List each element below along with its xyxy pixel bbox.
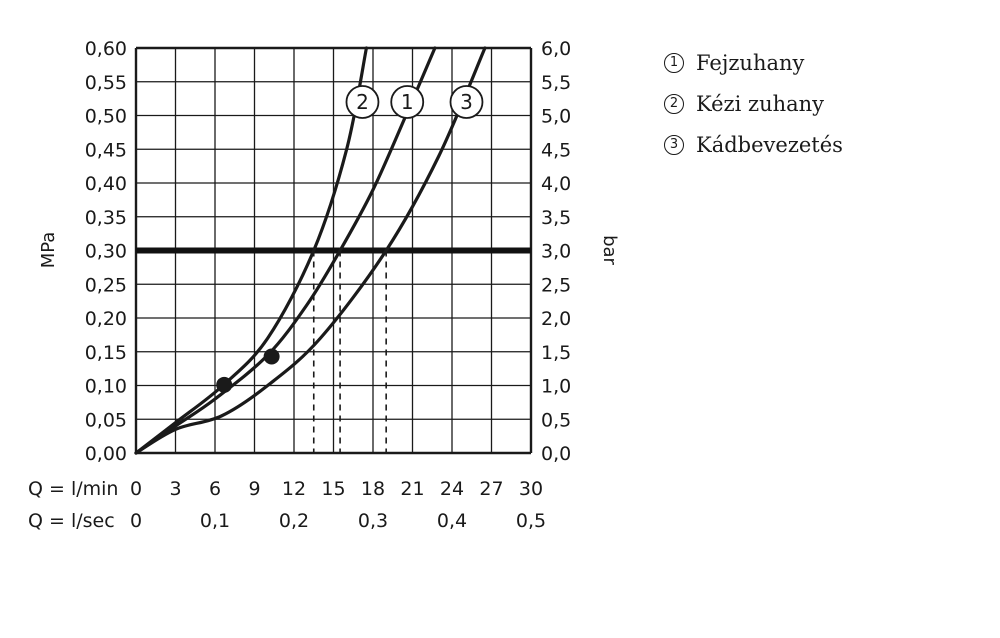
legend-item: 3 Kádbevezetés <box>664 124 843 165</box>
y-tick-right: 1,5 <box>541 342 571 364</box>
legend-label: Fejzuhany <box>696 50 805 75</box>
x-tick-primary: 0 <box>130 478 142 500</box>
y-tick-right: 0,5 <box>541 409 571 431</box>
x-axis-label-primary: Q = l/min <box>28 478 118 500</box>
markers <box>216 348 280 393</box>
legend-number: 1 <box>664 52 684 73</box>
series-label-circle-3 <box>449 85 484 119</box>
y-ticks-right: 0,0 0,5 1,0 1,5 2,0 2,5 3,0 3,5 4,0 4,5 5,0 5,5 6,0 <box>541 38 571 465</box>
legend: 1 Fejzuhany 2 Kézi zuhany 3 Kádbevezetés <box>664 42 843 165</box>
y-tick-right: 1,0 <box>541 376 571 398</box>
x-tick-secondary: 0,1 <box>200 510 230 532</box>
pressure-flow-chart: 12 3 0,000,050,100,150,200,250,300,350,40… <box>28 38 620 532</box>
curve-1 <box>134 46 437 455</box>
x-tick-primary: 3 <box>169 478 181 500</box>
y-tick-left: 0,20 <box>85 308 127 330</box>
y-tick-left: 0,30 <box>85 241 127 263</box>
legend-number: 3 <box>664 134 684 155</box>
y-axis-left-label: MPa <box>38 232 59 269</box>
legend-label: Kézi zuhany <box>696 91 825 116</box>
x-ticks-secondary: 0 0,1 0,2 0,3 0,4 0,5 <box>130 510 546 532</box>
series-label-2: 2 <box>356 90 369 114</box>
y-tick-right: 6,0 <box>541 38 571 60</box>
series-label-circle-1 <box>390 85 425 119</box>
y-tick-left: 0,50 <box>85 106 127 128</box>
x-tick-primary: 9 <box>248 478 260 500</box>
curves <box>134 46 487 455</box>
y-tick-left: 0,05 <box>85 409 127 431</box>
x-tick-secondary: 0,3 <box>358 510 388 532</box>
x-ticks-primary: 0 3 6 9 12 15 18 21 24 27 30 <box>130 478 543 500</box>
x-tick-primary: 24 <box>440 478 464 500</box>
y-tick-right: 2,0 <box>541 308 571 330</box>
y-tick-left: 0,25 <box>85 274 127 296</box>
x-tick-primary: 21 <box>400 478 424 500</box>
y-tick-left: 0,15 <box>85 342 127 364</box>
legend-item: 1 Fejzuhany <box>664 42 843 83</box>
y-tick-left: 0,60 <box>85 38 127 60</box>
x-tick-secondary: 0,4 <box>437 510 467 532</box>
curve-3 <box>134 46 487 455</box>
x-tick-primary: 30 <box>519 478 543 500</box>
y-tick-right: 4,0 <box>541 173 571 195</box>
y-tick-right: 0,0 <box>541 443 571 465</box>
y-tick-right: 5,5 <box>541 72 571 94</box>
x-tick-secondary: 0,5 <box>516 510 546 532</box>
y-axis-right-label: bar <box>599 235 620 265</box>
y-tick-right: 3,5 <box>541 207 571 229</box>
x-tick-primary: 27 <box>479 478 503 500</box>
y-ticks-left: 0,00 0,05 0,10 0,15 0,20 0,25 0,30 0,35 0,40 0,45… <box>85 38 127 465</box>
x-tick-primary: 12 <box>282 478 306 500</box>
series-label-3: 3 <box>460 90 473 114</box>
series-label-circle-2 <box>345 85 380 119</box>
y-tick-left: 0,35 <box>85 207 127 229</box>
series-labels: 1 2 3 <box>345 85 484 119</box>
curve-2 <box>134 46 369 455</box>
y-tick-right: 4,5 <box>541 139 571 161</box>
y-tick-left: 0,10 <box>85 376 127 398</box>
y-tick-left: 0,00 <box>85 443 127 465</box>
x-axis-label-secondary: Q = l/sec <box>28 510 115 532</box>
legend-label: Kádbevezetés <box>696 132 843 157</box>
x-tick-primary: 6 <box>209 478 221 500</box>
series-label-1: 1 <box>401 90 414 114</box>
x-tick-secondary: 0,2 <box>279 510 309 532</box>
x-tick-primary: 18 <box>361 478 385 500</box>
x-tick-primary: 15 <box>321 478 345 500</box>
marker-2 <box>216 376 233 393</box>
y-tick-left: 0,40 <box>85 173 127 195</box>
legend-item: 2 Kézi zuhany <box>664 83 843 124</box>
y-tick-right: 3,0 <box>541 241 571 263</box>
y-tick-left: 0,45 <box>85 139 127 161</box>
y-tick-left: 0,55 <box>85 72 127 94</box>
drop-lines <box>312 250 387 453</box>
legend-number: 2 <box>664 93 684 114</box>
marker-1 <box>263 348 280 365</box>
y-tick-right: 2,5 <box>541 274 571 296</box>
x-tick-secondary: 0 <box>130 510 142 532</box>
y-tick-right: 5,0 <box>541 106 571 128</box>
